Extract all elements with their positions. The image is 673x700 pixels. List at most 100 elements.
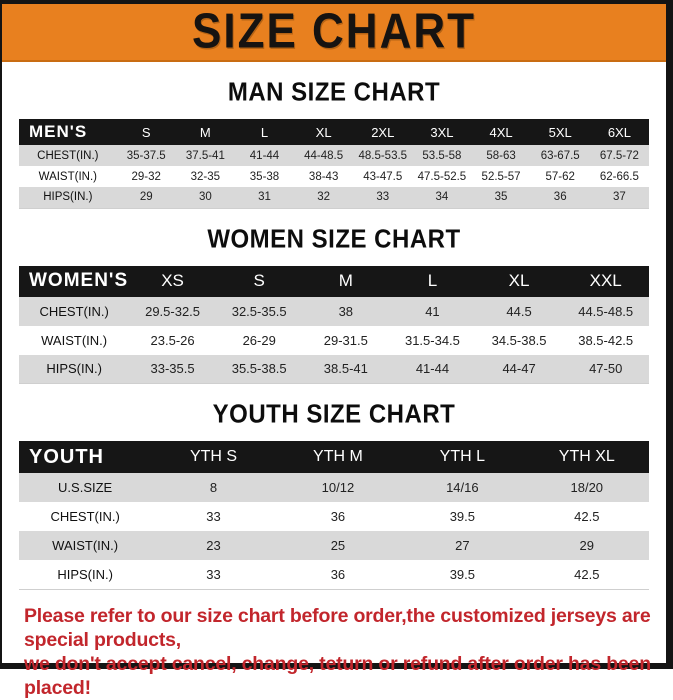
women-waist-row: WAIST(IN.) 23.5-26 26-29 29-31.5 31.5-34… <box>19 325 649 355</box>
men-col-header: 4XL <box>489 124 513 140</box>
youth-col-header: YTH S <box>189 448 238 465</box>
youth-waist-row: WAIST(IN.) 23 25 27 29 <box>19 531 649 560</box>
cell: 52.5-57 <box>481 170 521 183</box>
youth-col-header: YTH L <box>439 448 486 465</box>
men-col-header: 5XL <box>548 124 572 140</box>
youth-chest-row: CHEST(IN.) 33 36 39.5 42.5 <box>19 502 649 531</box>
cell: 32-35 <box>190 170 221 183</box>
cell: 34.5-38.5 <box>491 332 547 348</box>
youth-ussize-row: U.S.SIZE 8 10/12 14/16 18/20 <box>19 473 649 502</box>
cell: 35 <box>494 191 508 204</box>
cell: 39.5 <box>449 566 475 582</box>
cell: 29-32 <box>131 170 161 183</box>
cell: 35-38 <box>249 170 280 183</box>
men-col-header: S <box>141 124 151 140</box>
men-col-header: XL <box>315 124 332 140</box>
cell: 63-67.5 <box>540 149 580 162</box>
cell: 42.5 <box>574 566 600 582</box>
row-label: HIPS(IN.) <box>43 191 93 204</box>
men-col-header: L <box>260 124 269 140</box>
cell: 37.5-41 <box>185 149 225 162</box>
row-label: CHEST(IN.) <box>39 303 109 319</box>
cell: 31.5-34.5 <box>404 332 460 348</box>
cell: 53.5-58 <box>422 149 462 162</box>
women-table-header-row: WOMEN'S XS S M L XL XXL <box>19 265 649 297</box>
page-title: SIZE CHART <box>192 4 476 59</box>
cell: 14/16 <box>446 480 479 495</box>
men-waist-row: WAIST(IN.) 29-32 32-35 35-38 38-43 43-47… <box>19 166 649 187</box>
cell: 32 <box>317 191 331 204</box>
cell: 29 <box>579 538 595 553</box>
women-section-heading: WOMEN SIZE CHART <box>207 224 461 254</box>
cell: 8 <box>209 480 218 495</box>
cell: 58-63 <box>486 149 516 162</box>
cell: 23 <box>206 538 221 553</box>
youth-table-header-row: YOUTH YTH S YTH M YTH L YTH XL <box>19 441 649 473</box>
men-chest-row: CHEST(IN.) 35-37.5 37.5-41 41-44 44-48.5… <box>19 145 649 166</box>
youth-col-header: YTH M <box>313 448 363 465</box>
cell: 44.5 <box>506 303 532 319</box>
youth-section-heading: YOUTH SIZE CHART <box>212 399 456 430</box>
cell: 36 <box>330 566 346 582</box>
cell: 33 <box>376 191 390 204</box>
cell: 34 <box>435 191 449 204</box>
cell: 33 <box>206 509 221 524</box>
row-label: WAIST(IN.) <box>41 332 108 348</box>
cell: 10/12 <box>321 480 355 495</box>
row-label: HIPS(IN.) <box>46 361 102 377</box>
cell: 31 <box>258 191 271 204</box>
women-chest-row: CHEST(IN.) 29.5-32.5 32.5-35.5 38 41 44.… <box>19 296 649 326</box>
women-size-table: WOMEN'S XS S M L XL XXL CHEST(IN.) 29.5-… <box>19 265 649 384</box>
men-hips-row: HIPS(IN.) 29 30 31 32 33 34 35 36 37 <box>19 187 649 208</box>
men-size-table: MEN'S S M L XL 2XL 3XL 4XL 5XL 6XL CHEST… <box>19 119 649 209</box>
cell: 36 <box>330 509 346 524</box>
cell: 25 <box>330 538 346 553</box>
cell: 29.5-32.5 <box>145 303 201 319</box>
cell: 18/20 <box>570 480 604 495</box>
disclaimer-line-1: Please refer to our size chart before or… <box>24 604 651 651</box>
cell: 57-62 <box>545 170 575 183</box>
men-table-label: MEN'S <box>29 122 88 141</box>
row-label: WAIST(IN.) <box>52 538 119 553</box>
cell: 41-44 <box>415 361 450 377</box>
cell: 35-37.5 <box>126 149 166 162</box>
youth-col-header: YTH XL <box>558 448 615 465</box>
cell: 38.5-41 <box>323 361 368 377</box>
youth-table-label: YOUTH <box>29 445 104 468</box>
cell: 44-48.5 <box>304 149 344 162</box>
women-col-header: XL <box>508 271 530 290</box>
cell: 37 <box>612 191 626 204</box>
cell: 38.5-42.5 <box>578 332 634 348</box>
women-col-header: S <box>253 271 265 290</box>
cell: 41 <box>425 303 440 319</box>
men-col-header: M <box>199 124 211 140</box>
men-col-header: 6XL <box>607 124 631 140</box>
cell: 29-31.5 <box>323 332 368 348</box>
cell: 44.5-48.5 <box>578 303 634 319</box>
disclaimer-line-2: we don't accept cancel, change, teturn o… <box>24 652 651 699</box>
men-col-header: 2XL <box>371 124 395 140</box>
cell: 67.5-72 <box>599 149 639 162</box>
women-table-label: WOMEN'S <box>29 270 129 291</box>
row-label: U.S.SIZE <box>58 480 113 495</box>
cell: 30 <box>198 191 212 204</box>
women-col-header: XXL <box>589 271 622 290</box>
cell: 39.5 <box>449 509 475 524</box>
youth-hips-row: HIPS(IN.) 33 36 39.5 42.5 <box>19 560 649 589</box>
men-table-header-row: MEN'S S M L XL 2XL 3XL 4XL 5XL 6XL <box>19 119 649 145</box>
cell: 29 <box>139 191 153 204</box>
men-col-header: 3XL <box>430 124 454 140</box>
row-label: HIPS(IN.) <box>57 566 113 582</box>
cell: 43-47.5 <box>363 170 403 183</box>
row-label: CHEST(IN.) <box>37 149 99 162</box>
cell: 47-50 <box>589 361 623 377</box>
women-hips-row: HIPS(IN.) 33-35.5 35.5-38.5 38.5-41 41-4… <box>19 354 649 384</box>
cell: 36 <box>553 191 567 204</box>
cell: 38 <box>338 303 354 319</box>
men-section-heading: MAN SIZE CHART <box>227 77 441 108</box>
cell: 47.5-52.5 <box>417 170 467 183</box>
cell: 27 <box>455 538 470 553</box>
cell: 26-29 <box>242 332 276 348</box>
row-label: WAIST(IN.) <box>38 170 97 183</box>
title-banner: SIZE CHART <box>2 4 666 62</box>
